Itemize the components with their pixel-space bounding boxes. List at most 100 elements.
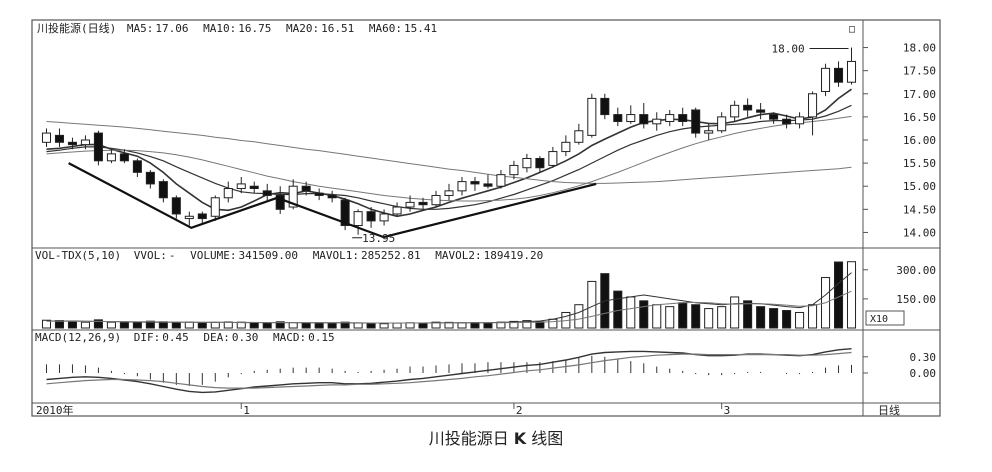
price-tick-label: 17.50	[903, 65, 936, 78]
volume-value: 341509.00	[238, 249, 298, 262]
macd-header: MACD(12,26,9) DIF: 0.45 DEA: 0.30 MACD: 0.1…	[35, 331, 335, 344]
candle-body	[457, 181, 467, 192]
candle-body	[288, 185, 298, 208]
candle-body	[262, 190, 272, 196]
vvol-label: VVOL:	[134, 249, 167, 262]
volume-bar	[301, 322, 311, 329]
volume-bar	[67, 320, 77, 329]
candle-body	[470, 181, 480, 185]
right-axis-label: 日线	[878, 403, 900, 417]
ma-line-2	[46, 115, 852, 202]
stock-name: 川投能源(日线)	[37, 21, 116, 35]
vol-indicator-name: VOL-TDX(5,10)	[35, 249, 121, 262]
candle-body	[327, 194, 337, 199]
price-tick-label: 15.00	[903, 180, 936, 193]
volume-bar	[457, 322, 467, 329]
ma-line-3	[46, 121, 852, 184]
ma5-label: MA5:	[127, 22, 154, 35]
dif-label: DIF:	[134, 331, 161, 344]
caption-k: K	[514, 429, 527, 448]
x-axis: 2010年 1 2 3	[36, 403, 730, 417]
volume-tick-label: 300.00	[896, 264, 936, 277]
x-tick-label: 1	[243, 404, 250, 417]
candle-body	[665, 114, 675, 123]
candle-body	[808, 93, 818, 118]
mavol1-label: MAVOL1:	[313, 249, 359, 262]
volume-bar	[366, 322, 376, 329]
mavol1-value: 285252.81	[361, 249, 421, 262]
x-tick-label: 3	[724, 404, 731, 417]
caption-prefix: 川投能源日	[429, 429, 514, 448]
candle-body	[483, 183, 493, 187]
volume-bar	[197, 322, 207, 329]
volume-bar	[833, 261, 844, 329]
mavol2-value: 189419.20	[484, 249, 544, 262]
volume-bar	[509, 320, 519, 329]
volume-bar	[119, 322, 129, 329]
volume-tick-label: 150.00	[896, 293, 936, 306]
volume-bar	[574, 304, 584, 329]
candle-body	[821, 67, 831, 92]
trend-line	[68, 162, 597, 239]
volume-header: VOL-TDX(5,10) VVOL: - VOLUME: 341509.00 MA…	[35, 249, 543, 262]
price-tick-label: 15.50	[903, 157, 936, 170]
price-tick-label: 18.00	[903, 42, 936, 55]
candle-body	[41, 132, 52, 143]
volume-bar	[626, 296, 636, 329]
candle-body	[535, 157, 545, 169]
volume-bar	[704, 308, 714, 329]
candle-body	[236, 183, 246, 190]
volume-bar	[522, 320, 532, 329]
volume-bar	[691, 304, 701, 329]
volume-bar	[275, 321, 285, 329]
candle-body	[795, 116, 805, 125]
ma20-value: 16.51	[321, 22, 354, 35]
candle-body	[418, 201, 428, 206]
volume-bar	[184, 321, 194, 329]
candle-body	[846, 60, 857, 83]
ma60-value: 15.41	[404, 22, 437, 35]
candle-body	[405, 201, 415, 208]
macd-indicator-name: MACD(12,26,9)	[35, 331, 121, 344]
candle-body	[756, 109, 766, 113]
caption: 川投能源日 K 线图	[429, 429, 564, 448]
volume-bar	[54, 320, 65, 329]
volume-bar	[756, 306, 766, 329]
candle-body	[509, 164, 519, 176]
ma60-label: MA60:	[369, 22, 402, 35]
volume-bar	[639, 300, 649, 329]
candle-body	[366, 211, 376, 222]
volume-unit-box	[865, 310, 905, 326]
price-tick-label: 16.00	[903, 134, 936, 147]
candle-body	[314, 192, 324, 196]
candle-body	[106, 153, 116, 162]
volume-bar	[678, 302, 688, 329]
dif-value: 0.45	[162, 331, 189, 344]
macd-panel: 0.30 0.00	[45, 348, 937, 394]
mavol-line-1	[46, 290, 852, 324]
candle-body	[132, 160, 142, 173]
ma5-value: 17.06	[155, 22, 188, 35]
candle-body	[80, 139, 90, 146]
candle-body	[379, 213, 389, 222]
candle-body	[678, 114, 688, 123]
macd-tick-label: 0.30	[910, 351, 937, 364]
candle-body	[561, 141, 571, 153]
volume-bar	[262, 322, 272, 329]
price-tick-label: 14.00	[903, 226, 936, 239]
candle-body	[548, 151, 558, 166]
volume-bar	[587, 280, 597, 329]
volume-bar	[41, 319, 52, 329]
dea-value: 0.30	[232, 331, 259, 344]
volume-bar	[431, 321, 441, 329]
candle-body	[769, 114, 779, 120]
volume-bar	[782, 310, 792, 329]
price-panel: 18.00 17.50 17.00 16.50 16.00 15.50 15.00 14.50…	[41, 42, 936, 245]
volume-bar	[730, 296, 740, 329]
candle-body	[223, 188, 233, 199]
volume-label: VOLUME:	[190, 249, 236, 262]
volume-bar	[470, 322, 480, 329]
candle-body	[301, 185, 311, 192]
dea-line	[46, 351, 852, 389]
candle-body	[574, 130, 584, 143]
